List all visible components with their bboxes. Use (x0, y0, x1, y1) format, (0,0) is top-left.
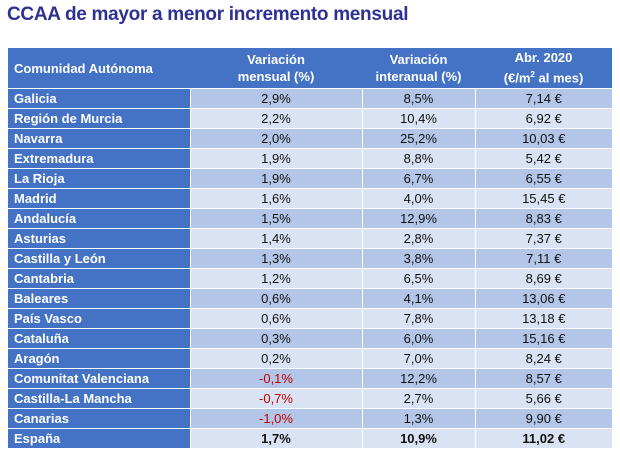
table-row: Extremadura 1,9% 8,8% 5,42 € (8, 148, 612, 169)
table-row: Cataluña 0,3% 6,0% 15,16 € (8, 328, 612, 349)
table-row: La Rioja 1,9% 6,7% 6,55 € (8, 168, 612, 189)
cell-precio: 5,66 € (474, 388, 612, 409)
cell-precio: 7,37 € (474, 228, 612, 249)
cell-mensual: 1,5% (189, 208, 362, 229)
cell-interanual: 6,0% (361, 328, 475, 349)
cell-interanual: 7,8% (361, 308, 475, 329)
cell-precio: 15,16 € (474, 328, 612, 349)
cell-interanual: 10,4% (361, 108, 475, 129)
cell-name: La Rioja (8, 168, 190, 189)
cell-interanual: 4,0% (361, 188, 475, 209)
cell-interanual: 8,8% (361, 148, 475, 169)
cell-mensual: 2,9% (189, 88, 362, 109)
cell-interanual: 6,7% (361, 168, 475, 189)
cell-mensual: 1,7% (189, 428, 362, 448)
table-header-row: Comunidad Autónoma Variación mensual (%) … (8, 48, 612, 89)
cell-name: Castilla-La Mancha (8, 388, 190, 409)
cell-interanual: 25,2% (361, 128, 475, 149)
cell-mensual: -0,7% (189, 388, 362, 409)
cell-name: País Vasco (8, 308, 190, 329)
cell-mensual: 2,0% (189, 128, 362, 149)
table-row: Asturias 1,4% 2,8% 7,37 € (8, 228, 612, 249)
cell-name: España (8, 428, 190, 448)
cell-precio: 8,24 € (474, 348, 612, 369)
cell-mensual: -1,0% (189, 408, 362, 429)
cell-precio: 11,02 € (474, 428, 612, 448)
cell-precio: 9,90 € (474, 408, 612, 429)
table-row: Comunitat Valenciana -0,1% 12,2% 8,57 € (8, 368, 612, 389)
cell-precio: 10,03 € (474, 128, 612, 149)
cell-precio: 8,69 € (474, 268, 612, 289)
table-total-row: España 1,7% 10,9% 11,02 € (8, 428, 612, 448)
cell-interanual: 4,1% (361, 288, 475, 309)
cell-precio: 5,42 € (474, 148, 612, 169)
cell-name: Baleares (8, 288, 190, 309)
cell-mensual: 1,9% (189, 148, 362, 169)
table-row: País Vasco 0,6% 7,8% 13,18 € (8, 308, 612, 329)
cell-name: Andalucía (8, 208, 190, 229)
cell-precio: 6,92 € (474, 108, 612, 129)
cell-interanual: 3,8% (361, 248, 475, 269)
cell-name: Castilla y León (8, 248, 190, 269)
cell-interanual: 2,8% (361, 228, 475, 249)
cell-mensual: 2,2% (189, 108, 362, 129)
table-row: Navarra 2,0% 25,2% 10,03 € (8, 128, 612, 149)
table-row: Castilla-La Mancha -0,7% 2,7% 5,66 € (8, 388, 612, 409)
ccaa-table: Comunidad Autónoma Variación mensual (%) … (8, 48, 612, 448)
cell-interanual: 12,2% (361, 368, 475, 389)
cell-precio: 6,55 € (474, 168, 612, 189)
cell-interanual: 8,5% (361, 88, 475, 109)
cell-interanual: 7,0% (361, 348, 475, 369)
table-row: Madrid 1,6% 4,0% 15,45 € (8, 188, 612, 209)
cell-mensual: 0,2% (189, 348, 362, 369)
cell-name: Cataluña (8, 328, 190, 349)
cell-mensual: 1,9% (189, 168, 362, 189)
header-variacion-mensual: Variación mensual (%) (190, 48, 362, 89)
cell-mensual: 0,3% (189, 328, 362, 349)
table-row: Aragón 0,2% 7,0% 8,24 € (8, 348, 612, 369)
table-row: Baleares 0,6% 4,1% 13,06 € (8, 288, 612, 309)
cell-precio: 7,14 € (474, 88, 612, 109)
header-precio: Abr. 2020 (€/m2 al mes) (475, 48, 612, 89)
cell-mensual: 1,2% (189, 268, 362, 289)
cell-mensual: 1,4% (189, 228, 362, 249)
cell-name: Cantabria (8, 268, 190, 289)
cell-precio: 13,06 € (474, 288, 612, 309)
cell-name: Navarra (8, 128, 190, 149)
cell-name: Canarias (8, 408, 190, 429)
cell-name: Madrid (8, 188, 190, 209)
cell-interanual: 10,9% (361, 428, 475, 448)
cell-interanual: 2,7% (361, 388, 475, 409)
cell-precio: 15,45 € (474, 188, 612, 209)
table-row: Castilla y León 1,3% 3,8% 7,11 € (8, 248, 612, 269)
cell-precio: 7,11 € (474, 248, 612, 269)
cell-mensual: 0,6% (189, 288, 362, 309)
table-row: Galicia 2,9% 8,5% 7,14 € (8, 88, 612, 109)
table-row: Canarias -1,0% 1,3% 9,90 € (8, 408, 612, 429)
table-row: Andalucía 1,5% 12,9% 8,83 € (8, 208, 612, 229)
cell-precio: 8,83 € (474, 208, 612, 229)
cell-mensual: -0,1% (189, 368, 362, 389)
page-title: CCAA de mayor a menor incremento mensual (7, 4, 409, 25)
cell-mensual: 0,6% (189, 308, 362, 329)
table-row: Región de Murcia 2,2% 10,4% 6,92 € (8, 108, 612, 129)
header-variacion-interanual: Variación interanual (%) (362, 48, 475, 89)
cell-interanual: 1,3% (361, 408, 475, 429)
header-comunidad: Comunidad Autónoma (8, 48, 190, 89)
cell-name: Asturias (8, 228, 190, 249)
cell-precio: 13,18 € (474, 308, 612, 329)
cell-precio: 8,57 € (474, 368, 612, 389)
cell-mensual: 1,3% (189, 248, 362, 269)
cell-name: Región de Murcia (8, 108, 190, 129)
table-row: Cantabria 1,2% 6,5% 8,69 € (8, 268, 612, 289)
cell-mensual: 1,6% (189, 188, 362, 209)
cell-name: Extremadura (8, 148, 190, 169)
cell-name: Galicia (8, 88, 190, 109)
cell-name: Aragón (8, 348, 190, 369)
cell-interanual: 6,5% (361, 268, 475, 289)
cell-interanual: 12,9% (361, 208, 475, 229)
cell-name: Comunitat Valenciana (8, 368, 190, 389)
